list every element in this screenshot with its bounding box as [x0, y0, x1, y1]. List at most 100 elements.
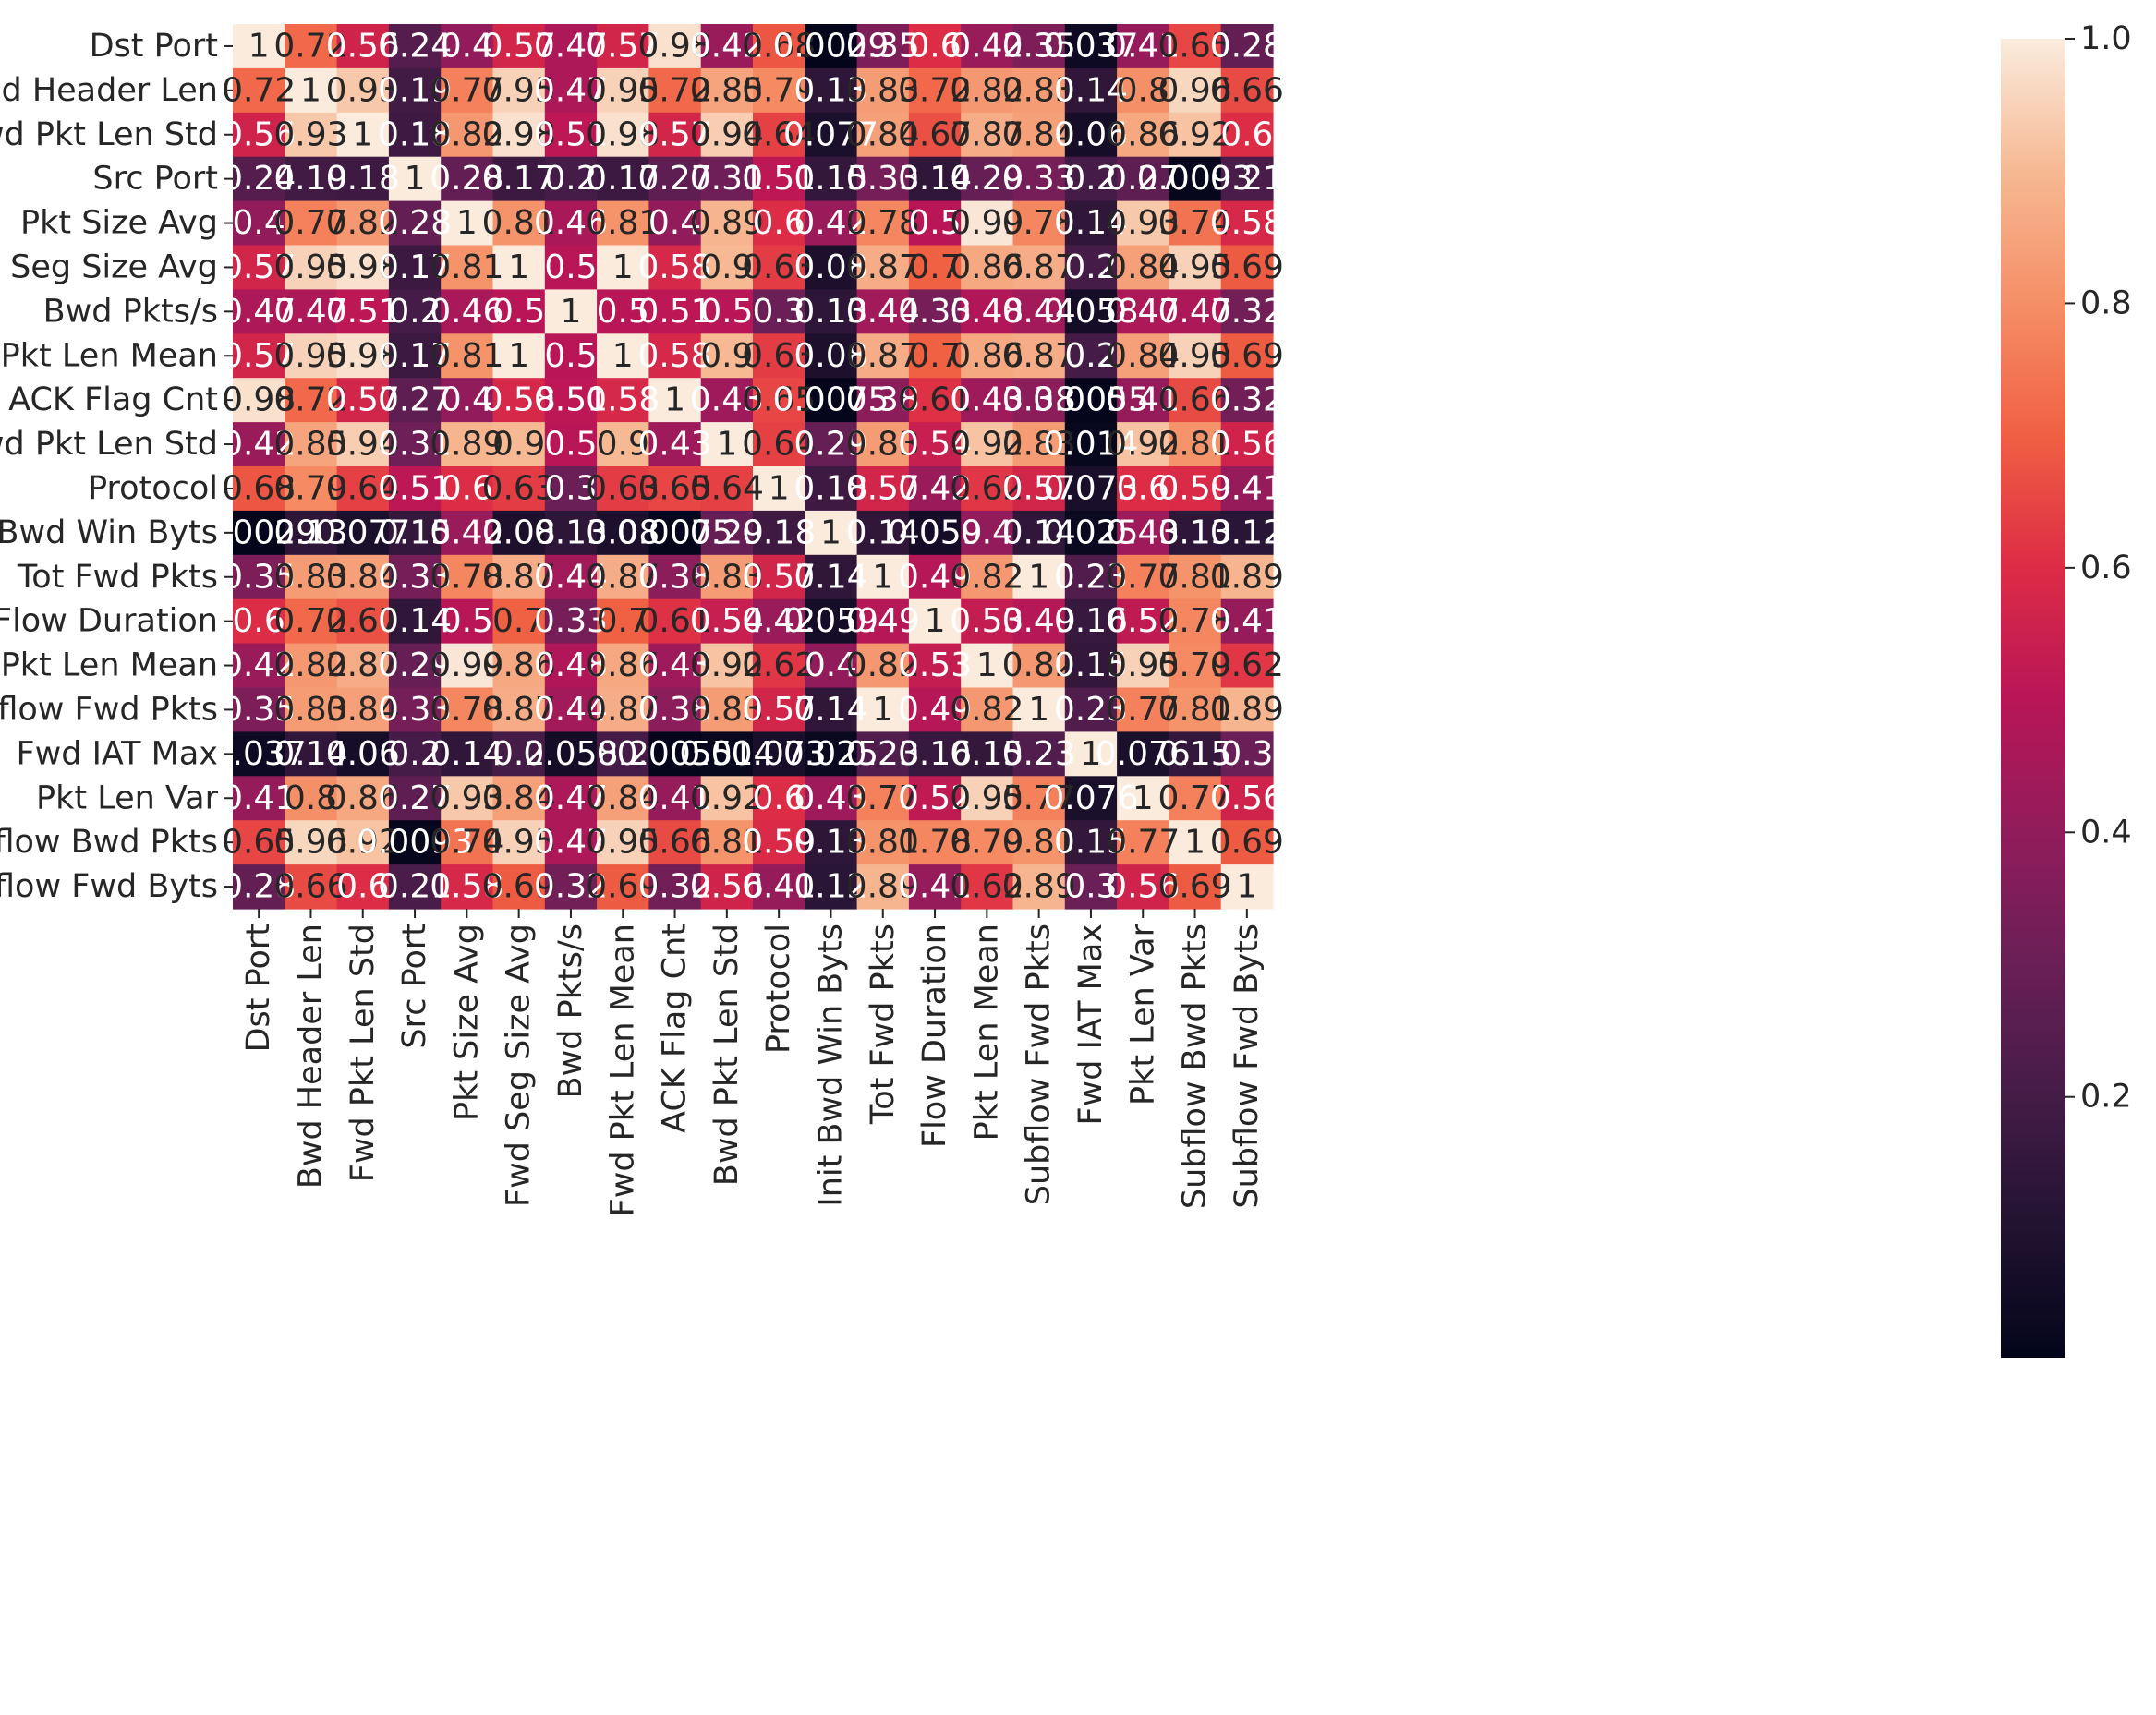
cell-value: 0.81 — [586, 204, 660, 242]
cell-value: 0.68 — [222, 469, 296, 507]
heatmap-cell — [1117, 643, 1169, 689]
heatmap-cell — [233, 598, 285, 645]
cell-value: 0.84 — [326, 558, 400, 596]
heatmap-cell — [336, 510, 390, 556]
heatmap-cell — [1064, 466, 1118, 512]
cell-value: 0.5 — [441, 602, 493, 640]
cell-value: 0.58 — [482, 381, 556, 419]
cell-value: 1 — [769, 469, 790, 507]
heatmap-cell — [285, 643, 338, 689]
heatmap-cell — [492, 820, 546, 865]
heatmap-cell — [492, 643, 546, 689]
heatmap-cell — [336, 598, 390, 645]
cell-value: 0.51 — [378, 469, 452, 507]
cell-value: 0.87 — [1002, 337, 1076, 375]
cell-value: 0.15 — [378, 513, 452, 551]
heatmap-cell — [544, 643, 598, 689]
cell-value: 0.16 — [1054, 602, 1128, 640]
heatmap-cell — [1064, 67, 1118, 114]
cell-value: 0.13 — [793, 71, 867, 109]
heatmap-cell — [1220, 156, 1274, 202]
heatmap-cell — [388, 643, 442, 689]
heatmap-cell — [753, 554, 805, 600]
cell-value: 0.72 — [273, 602, 347, 640]
heatmap-cell — [1169, 864, 1222, 910]
heatmap-cell — [285, 776, 338, 821]
cell-value: 0.94 — [690, 115, 764, 153]
cell-value: 0.2 — [388, 735, 441, 773]
cell-value: 0.82 — [846, 646, 920, 684]
heatmap-cell — [648, 510, 702, 556]
heatmap-cell — [961, 598, 1014, 645]
cell-value: 0.56 — [326, 27, 400, 65]
heatmap-cell — [1117, 466, 1169, 512]
cell-value: 0.92 — [690, 646, 764, 684]
heatmap-cell — [805, 112, 858, 158]
cell-value: 0.68 — [742, 27, 816, 65]
cell-value: 0.48 — [534, 646, 608, 684]
heatmap-cell — [908, 776, 962, 821]
cell-value: 0.24 — [222, 160, 296, 198]
cell-value: 0.38 — [1002, 381, 1076, 419]
cell-value: 0.66 — [273, 868, 347, 906]
heatmap-cell — [1117, 554, 1169, 600]
cell-value: 0.33 — [378, 558, 452, 596]
heatmap-cell — [1220, 687, 1274, 732]
heatmap-cell — [544, 466, 598, 512]
cell-value: 0.073 — [732, 735, 827, 773]
x-tick-label: Subflow Bwd Pkts — [1177, 924, 1214, 1209]
heatmap-cell — [1012, 510, 1066, 556]
cell-value: 0.83 — [1002, 71, 1076, 109]
heatmap-cell — [1012, 378, 1066, 423]
heatmap-cell — [336, 112, 390, 158]
cell-value: 0.28 — [378, 204, 452, 242]
cell-value: 0.92 — [690, 779, 764, 817]
heatmap-annotations: 1 0.720.560.240.40.570.470.570.980.420.68… — [200, 27, 1284, 905]
cell-value: 0.86 — [586, 646, 660, 684]
cell-value: 0.0055 — [617, 735, 733, 773]
cell-value: 0.57 — [637, 115, 711, 153]
cell-value: 0.87 — [846, 248, 920, 286]
y-tick-label: Pkt Len Var — [36, 779, 219, 816]
cell-value: 0.0075 — [772, 381, 889, 419]
cell-value: 0.95 — [1157, 337, 1231, 375]
cell-value: 0.53 — [898, 646, 972, 684]
heatmap-cell — [1064, 378, 1118, 423]
cell-value: 0.95 — [1157, 248, 1231, 286]
heatmap-cell — [805, 333, 858, 379]
heatmap-cell — [753, 820, 805, 865]
heatmap-cell — [700, 731, 754, 777]
cell-value: 0.18 — [793, 469, 867, 507]
heatmap-cell — [544, 554, 598, 600]
heatmap-cell — [1169, 554, 1222, 600]
x-tick-label: Pkt Len Var — [1124, 923, 1161, 1105]
heatmap-cell — [1169, 289, 1222, 334]
heatmap-cell — [544, 245, 598, 290]
heatmap-cell — [1220, 510, 1274, 556]
cell-value: 0.3 — [1220, 735, 1273, 773]
heatmap-cell — [856, 112, 910, 158]
cell-value: 0.77 — [1106, 558, 1180, 596]
heatmap-cell — [908, 67, 962, 114]
cell-value: 0.64 — [742, 115, 816, 153]
cell-value: 1 — [560, 293, 581, 331]
cell-value: 0.058 — [1043, 293, 1138, 331]
x-tick-label: Protocol — [760, 924, 797, 1054]
heatmap-cell — [492, 156, 546, 202]
cell-value: 0.98 — [326, 337, 400, 375]
heatmap-cell — [597, 687, 649, 732]
cell-value: 0.49 — [898, 691, 972, 729]
heatmap-cell — [1012, 112, 1066, 158]
heatmap-cell — [285, 112, 338, 158]
heatmap-cell — [648, 422, 702, 467]
cell-value: 0.83 — [846, 426, 920, 464]
y-tick-label: Bwd Header Len — [0, 72, 218, 109]
cell-value: 0.47 — [534, 71, 608, 109]
heatmap-cell — [233, 554, 285, 600]
heatmap-cell — [1117, 687, 1169, 732]
heatmap-cell — [388, 200, 442, 247]
heatmap-cell — [388, 289, 442, 334]
heatmap-cell — [441, 333, 494, 379]
cell-value: 0.77 — [1106, 691, 1180, 729]
cell-value: 0.0093 — [357, 824, 473, 862]
